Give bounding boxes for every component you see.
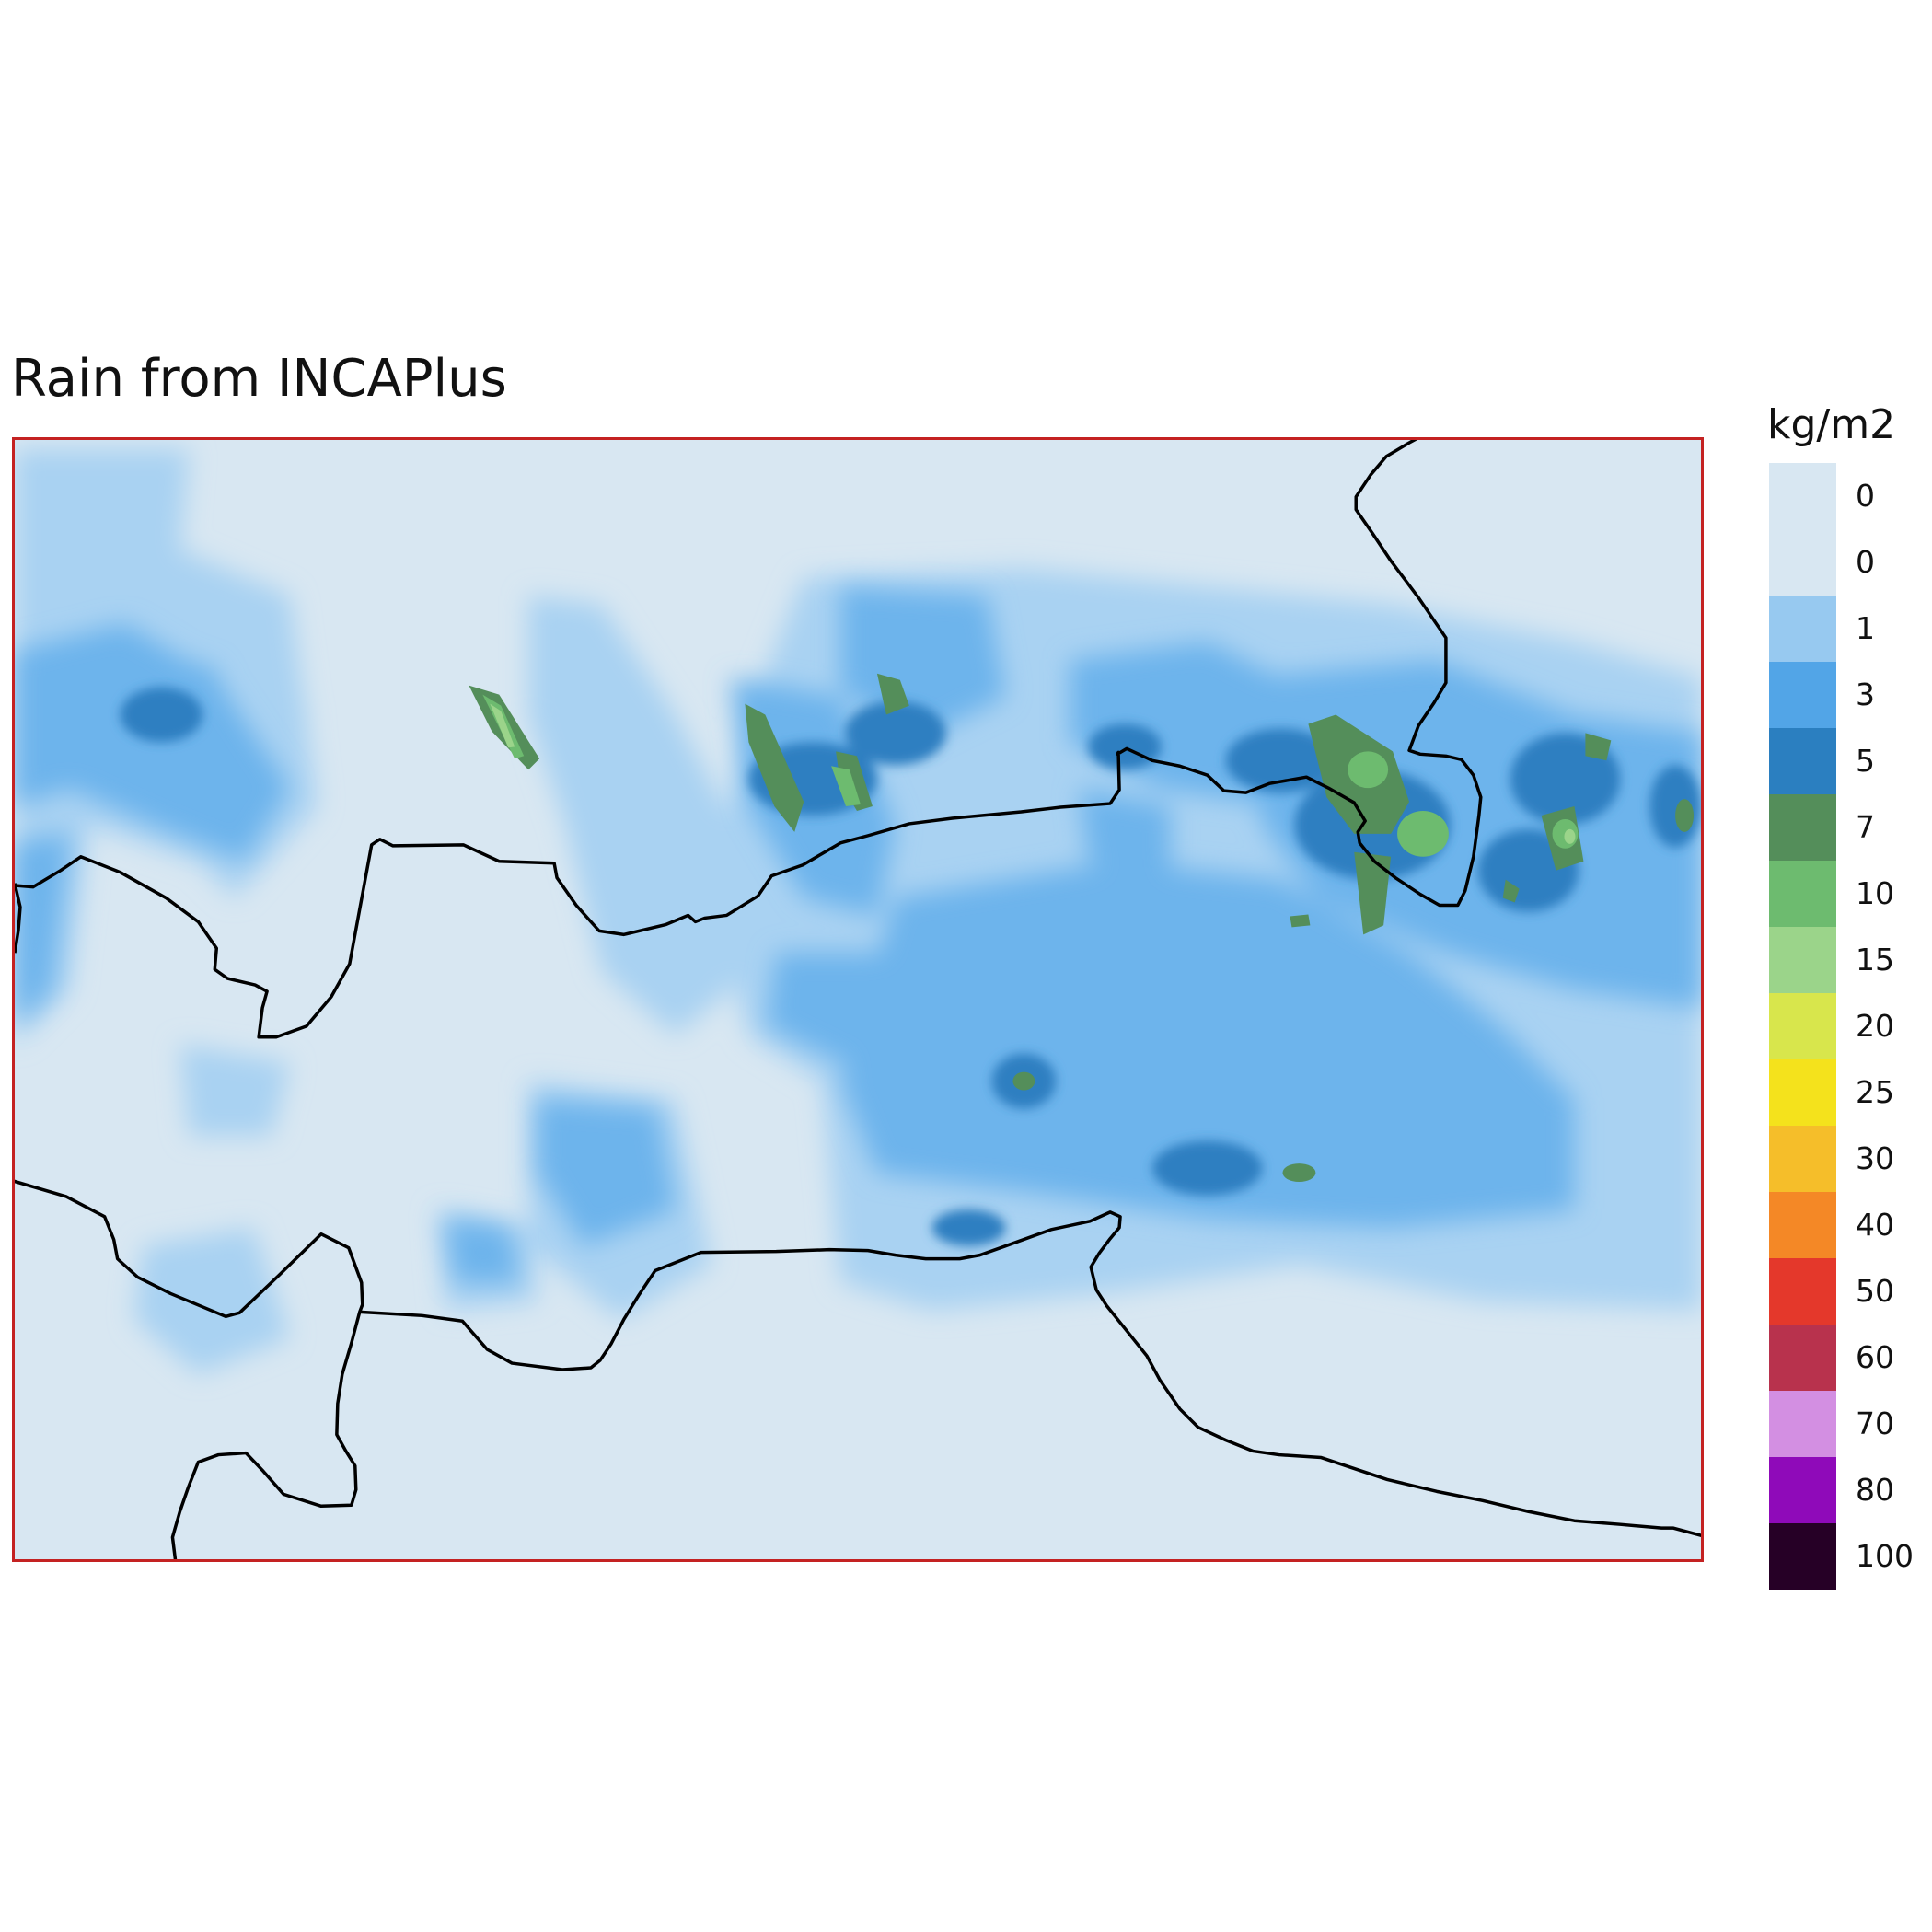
colorbar-tick-label: 15 <box>1856 942 1894 978</box>
colorbar-tick-label: 25 <box>1856 1074 1894 1110</box>
colorbar-tick-label: 40 <box>1856 1207 1894 1243</box>
colorbar-tick-label: 60 <box>1856 1339 1894 1375</box>
colorbar-swatch <box>1769 1523 1836 1590</box>
colorbar-tick-label: 0 <box>1856 478 1875 514</box>
colorbar-tick-label: 20 <box>1856 1008 1894 1044</box>
colorbar-unit: kg/m2 <box>1767 401 1896 448</box>
colorbar-tick-label: 50 <box>1856 1273 1894 1309</box>
colorbar-swatch <box>1769 861 1836 927</box>
colorbar-tick-label: 10 <box>1856 875 1894 911</box>
colorbar-swatch <box>1769 728 1836 794</box>
colorbar-swatch <box>1769 1126 1836 1192</box>
colorbar-tick-label: 80 <box>1856 1472 1894 1508</box>
map-title: Rain from INCAPlus <box>11 349 507 409</box>
colorbar-swatch <box>1769 463 1836 529</box>
colorbar-swatch <box>1769 1325 1836 1391</box>
colorbar-swatch <box>1769 1059 1836 1126</box>
colorbar-tick-label: 100 <box>1856 1538 1914 1574</box>
colorbar-swatch <box>1769 596 1836 662</box>
colorbar-swatch <box>1769 1457 1836 1523</box>
colorbar-swatch <box>1769 993 1836 1059</box>
colorbar-swatch <box>1769 1391 1836 1457</box>
colorbar-swatch <box>1769 1258 1836 1325</box>
colorbar-tick-label: 1 <box>1856 610 1875 646</box>
rain-field <box>15 440 1701 1559</box>
colorbar-swatch <box>1769 529 1836 596</box>
colorbar-swatch <box>1769 794 1836 861</box>
colorbar-swatch <box>1769 927 1836 993</box>
colorbar-tick-label: 30 <box>1856 1140 1894 1176</box>
colorbar-swatch <box>1769 1192 1836 1258</box>
colorbar-tick-label: 5 <box>1856 743 1875 779</box>
coastlines <box>15 440 1701 1559</box>
extreme-rain-layer <box>490 703 1576 844</box>
colorbar-tick-label: 7 <box>1856 809 1875 845</box>
colorbar-swatch <box>1769 662 1836 728</box>
colorbar <box>1769 463 1836 1590</box>
colorbar-tick-label: 0 <box>1856 544 1875 580</box>
rain-map <box>12 437 1704 1562</box>
colorbar-tick-label: 3 <box>1856 677 1875 712</box>
colorbar-tick-label: 70 <box>1856 1406 1894 1441</box>
